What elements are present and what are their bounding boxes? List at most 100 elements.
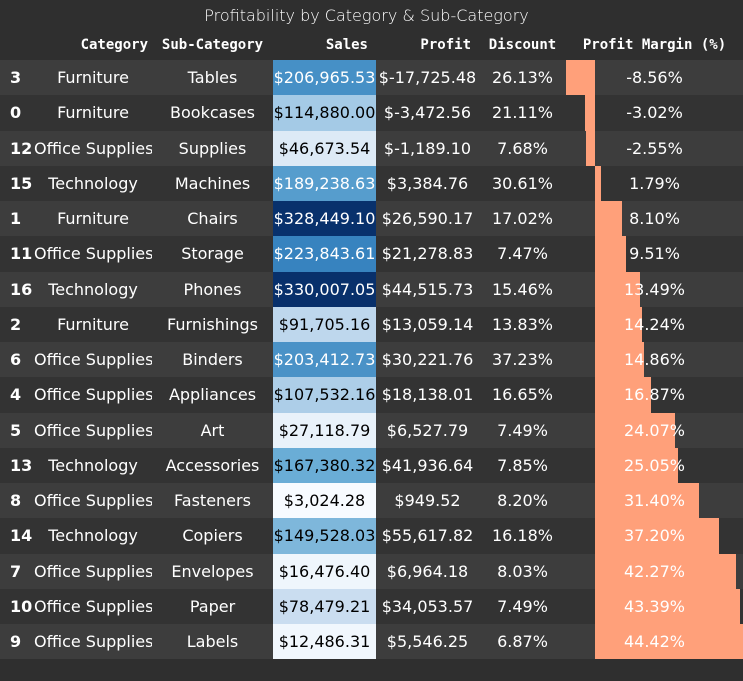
profit-margin-bar: [566, 60, 595, 96]
sub-category-cell: Paper: [152, 588, 273, 624]
table-row: 0 Furniture Bookcases $114,880.00 $-3,472.56…: [0, 95, 743, 131]
profit-margin-cell: 42.27%: [566, 553, 743, 589]
sub-category-cell: Supplies: [152, 130, 273, 166]
profit-margin-bar: [594, 447, 679, 483]
profit-margin-bar: [594, 271, 640, 307]
profit-cell: $30,221.76: [376, 342, 479, 378]
sales-cell: $223,843.61: [273, 236, 376, 272]
header-sub-category: Sub-Category: [161, 36, 264, 53]
profit-margin-bar: [594, 342, 645, 378]
sub-category-cell: Labels: [152, 624, 273, 660]
profit-margin-bar: [594, 588, 740, 624]
sales-cell: $149,528.03: [273, 518, 376, 554]
row-index-cell: 4: [0, 377, 34, 413]
category-cell: Furniture: [34, 201, 152, 237]
profit-margin-cell: 44.42%: [566, 624, 743, 660]
category-cell: Technology: [34, 447, 152, 483]
profit-margin-value: 43.39%: [623, 596, 685, 616]
sales-cell: $3,024.28: [273, 483, 376, 519]
profit-margin-value: 42.27%: [623, 561, 685, 581]
profit-cell: $3,384.76: [376, 165, 479, 201]
category-cell: Office Supplies: [34, 377, 152, 413]
profit-margin-bar: [594, 624, 743, 660]
discount-cell: 7.47%: [479, 236, 566, 272]
profit-margin-cell: -8.56%: [566, 60, 743, 96]
profit-cell: $949.52: [376, 483, 479, 519]
category-cell: Office Supplies: [34, 624, 152, 660]
profit-margin-cell: 1.79%: [566, 165, 743, 201]
table-row: 2 Furniture Furnishings $91,705.16 $13,059.1…: [0, 306, 743, 342]
discount-cell: 16.18%: [479, 518, 566, 554]
discount-cell: 15.46%: [479, 271, 566, 307]
row-index-cell: 6: [0, 342, 34, 378]
sales-cell: $189,238.63: [273, 165, 376, 201]
profit-margin-cell: 37.20%: [566, 518, 743, 554]
row-index-cell: 16: [0, 271, 34, 307]
header-profit: Profit: [420, 36, 471, 53]
profit-margin-bar: [594, 201, 622, 237]
category-cell: Furniture: [34, 306, 152, 342]
discount-cell: 17.02%: [479, 201, 566, 237]
row-index-cell: 0: [0, 95, 34, 131]
profit-margin-value: 31.40%: [623, 491, 685, 511]
profit-margin-cell: 25.05%: [566, 447, 743, 483]
row-index-cell: 8: [0, 483, 34, 519]
table-row: 7 Office Supplies Envelopes $16,476.40 $6,96…: [0, 553, 743, 589]
row-index-cell: 15: [0, 165, 34, 201]
sales-cell: $46,673.54: [273, 130, 376, 166]
profit-margin-value: 25.05%: [623, 455, 685, 475]
profit-cell: $26,590.17: [376, 201, 479, 237]
profit-margin-value: 16.87%: [623, 385, 685, 405]
discount-cell: 8.03%: [479, 553, 566, 589]
table-row: 6 Office Supplies Binders $203,412.73 $30,22…: [0, 342, 743, 378]
profit-cell: $13,059.14: [376, 306, 479, 342]
sales-cell: $27,118.79: [273, 412, 376, 448]
table-row: 10 Office Supplies Paper $78,479.21 $34,053.…: [0, 588, 743, 624]
profit-margin-value: 1.79%: [629, 173, 680, 193]
discount-cell: 6.87%: [479, 624, 566, 660]
profit-margin-value: -2.55%: [626, 138, 683, 158]
discount-cell: 13.83%: [479, 306, 566, 342]
profit-margin-value: 8.10%: [629, 209, 680, 229]
profit-margin-cell: 16.87%: [566, 377, 743, 413]
sales-cell: $328,449.10: [273, 201, 376, 237]
table-row: 8 Office Supplies Fasteners $3,024.28 $949.5…: [0, 483, 743, 519]
profit-cell: $18,138.01: [376, 377, 479, 413]
sub-category-cell: Envelopes: [152, 553, 273, 589]
category-cell: Office Supplies: [34, 236, 152, 272]
sub-category-cell: Copiers: [152, 518, 273, 554]
sub-category-cell: Machines: [152, 165, 273, 201]
category-cell: Office Supplies: [34, 483, 152, 519]
sub-category-cell: Binders: [152, 342, 273, 378]
table-row: 4 Office Supplies Appliances $107,532.16 $18…: [0, 377, 743, 413]
profit-margin-cell: 13.49%: [566, 271, 743, 307]
table-row: 14 Technology Copiers $149,528.03 $55,617.82…: [0, 518, 743, 554]
category-cell: Furniture: [34, 60, 152, 96]
discount-cell: 8.20%: [479, 483, 566, 519]
row-index-cell: 11: [0, 236, 34, 272]
sales-cell: $12,486.31: [273, 624, 376, 660]
profit-margin-value: 14.86%: [623, 350, 685, 370]
table-row: 12 Office Supplies Supplies $46,673.54 $-1,1…: [0, 130, 743, 166]
profit-cell: $-1,189.10: [376, 130, 479, 166]
profit-margin-cell: 31.40%: [566, 483, 743, 519]
table-header: Category Sub-Category Sales Profit Disco…: [0, 29, 743, 60]
row-index-cell: 2: [0, 306, 34, 342]
discount-cell: 7.49%: [479, 588, 566, 624]
table-row: 3 Furniture Tables $206,965.53 $-17,725.48 26…: [0, 60, 743, 96]
sales-cell: $203,412.73: [273, 342, 376, 378]
discount-cell: 21.11%: [479, 95, 566, 131]
category-cell: Office Supplies: [34, 412, 152, 448]
profit-cell: $6,964.18: [376, 553, 479, 589]
sales-cell: $16,476.40: [273, 553, 376, 589]
header-profit-margin: Profit Margin (%): [582, 36, 727, 53]
profit-margin-cell: -2.55%: [566, 130, 743, 166]
row-index-cell: 9: [0, 624, 34, 660]
sub-category-cell: Fasteners: [152, 483, 273, 519]
discount-cell: 30.61%: [479, 165, 566, 201]
sub-category-cell: Appliances: [152, 377, 273, 413]
profit-margin-bar: [586, 130, 595, 166]
table-body: 3 Furniture Tables $206,965.53 $-17,725.48 26…: [0, 60, 743, 660]
profit-cell: $44,515.73: [376, 271, 479, 307]
